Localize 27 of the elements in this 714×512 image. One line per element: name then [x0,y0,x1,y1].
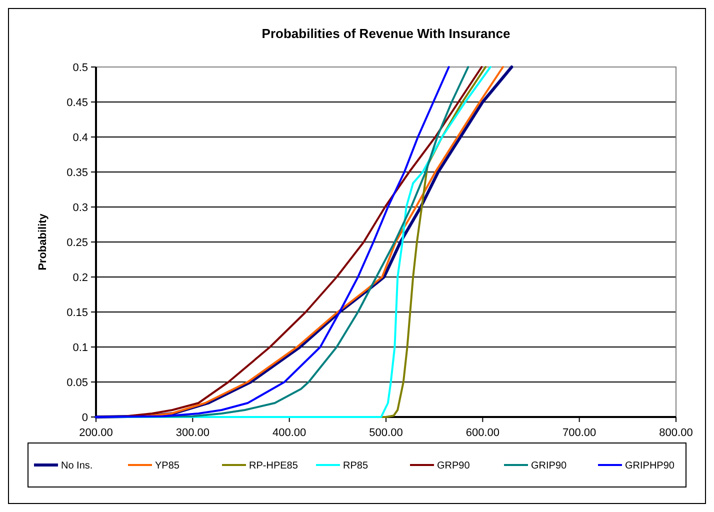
y-tick-label: 0.4 [72,132,88,144]
y-tick-label: 0.1 [72,342,88,354]
legend-label: No Ins. [61,460,93,472]
chart-title: Probabilities of Revenue With Insurance [262,26,510,41]
x-tick-label: 200.00 [79,427,113,439]
y-tick-label: 0 [82,412,88,424]
y-tick-label: 0.05 [66,376,88,389]
y-tick-label: 0.15 [66,306,88,319]
legend-label: GRP90 [437,460,470,472]
x-tick-label: 600.00 [466,427,500,439]
y-tick-label: 0.35 [66,166,88,179]
y-tick-label: 0.2 [72,272,88,284]
legend-label: YP85 [155,460,180,472]
x-tick-label: 500.00 [369,427,403,439]
legend-label: RP85 [343,460,368,472]
y-tick-label: 0.25 [66,236,88,249]
y-tick-label: 0.3 [72,202,88,214]
x-tick-label: 300.00 [176,427,210,439]
legend-label: GRIPHP90 [625,460,675,472]
legend-label: GRIP90 [531,460,568,472]
y-tick-label: 0.45 [66,96,88,109]
x-tick-label: 800.00 [659,427,693,439]
x-tick-label: 700.00 [562,427,596,439]
x-tick-label: 400.00 [272,427,306,439]
legend-label: RP-HPE85 [249,460,298,472]
y-axis-title: Probability [37,212,49,270]
y-tick-label: 0.5 [72,62,88,74]
